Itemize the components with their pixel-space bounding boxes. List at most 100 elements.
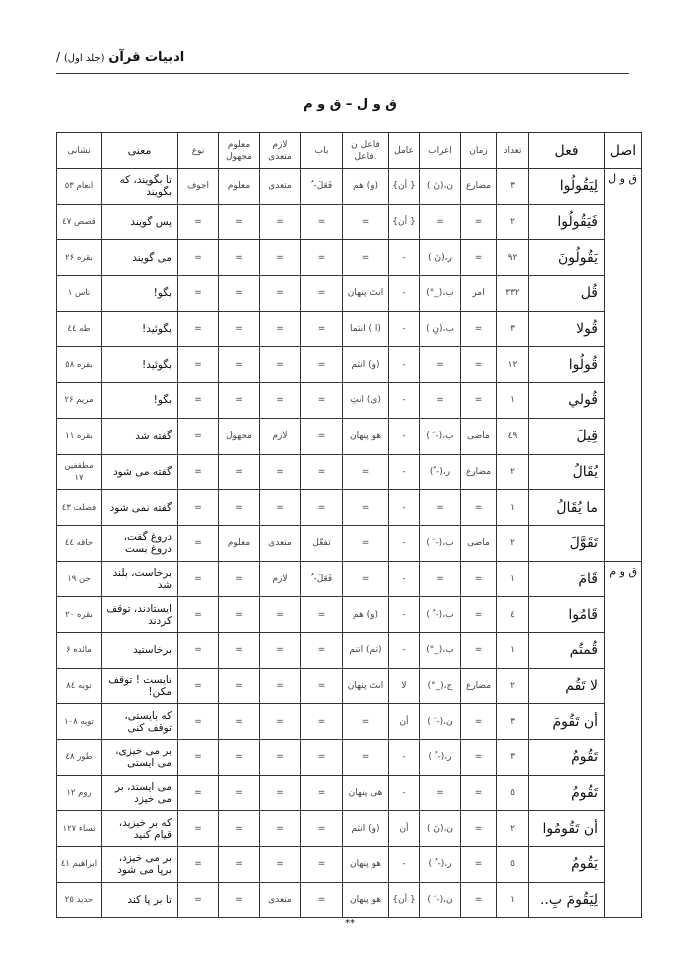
cell-reference: انعام ٥٣: [56, 168, 102, 205]
cell-reference: مطففین ١٧: [56, 453, 102, 491]
page-title: ق و ل – ق و م: [303, 97, 397, 112]
table-row: تَقُومُ ٥ = = - هی پنهان = = = = می ایستد، بر می خ…: [56, 774, 642, 812]
cell-tense: =: [460, 739, 497, 776]
cell-meaning: بگو!: [101, 382, 178, 419]
cell-erab: ن،(نَ ): [419, 168, 461, 205]
cell-naw: =: [177, 881, 219, 919]
cell-reference: طور ٤٨: [56, 739, 102, 776]
cell-reference: توبه ٨٤: [56, 667, 102, 705]
cell-tense: مضارع: [460, 168, 497, 205]
cell-amel: -: [388, 310, 420, 348]
cell-meaning: بگو!: [101, 275, 178, 312]
cell-fael: =: [342, 739, 389, 776]
cell-maloum: معلوم: [218, 168, 260, 205]
cell-count: ١: [496, 382, 529, 419]
cell-maloum: =: [218, 346, 260, 384]
cell-meaning: بر می خیزد، برپا می شود: [101, 846, 178, 883]
col-neshani: نشانی: [56, 132, 102, 169]
cell-naw: =: [177, 489, 219, 526]
cell-tense: =: [460, 382, 497, 419]
cell-fael: (ی) انتِ: [342, 382, 389, 419]
cell-lazem: لازم: [259, 560, 301, 598]
cell-erab: ج،(_°): [419, 667, 461, 705]
table-row: قُولي ١ = = - (ی) انتِ = = = = بگو! مریم ٢۶: [56, 382, 642, 419]
cell-tense: مضارع: [460, 453, 497, 491]
cell-verb: تَقَوَّلَ: [528, 524, 605, 562]
cell-bab: =: [300, 667, 343, 705]
cell-reference: طه ٤٤: [56, 310, 102, 348]
cell-amel: -: [388, 631, 420, 669]
cell-maloum: =: [218, 453, 260, 491]
cell-naw: =: [177, 667, 219, 705]
cell-naw: =: [177, 239, 219, 277]
cell-tense: =: [460, 203, 497, 241]
cell-fael: =: [342, 453, 389, 491]
col-fael: فاعل ن .فاعل: [342, 132, 389, 169]
cell-maloum: =: [218, 739, 260, 776]
cell-amel: { أن}: [388, 168, 420, 205]
cell-lazem: =: [259, 203, 301, 241]
cell-erab: ر،(نَ ): [419, 239, 461, 277]
cell-naw: =: [177, 453, 219, 491]
cell-bab: =: [300, 881, 343, 919]
cell-meaning: تا بر پا کند: [101, 881, 178, 919]
cell-naw: =: [177, 560, 219, 598]
cell-amel: أن: [388, 810, 420, 848]
cell-lazem: =: [259, 310, 301, 348]
cell-meaning: دروغ گفت، دروغ بست: [101, 524, 178, 562]
col-amel: عامل: [388, 132, 420, 169]
cell-amel: -: [388, 739, 420, 776]
cell-lazem: =: [259, 667, 301, 705]
cell-root: ق و م: [604, 560, 642, 919]
cell-erab: ب،(_°): [419, 275, 461, 312]
page-footer: **: [345, 918, 355, 929]
cell-verb: قِيلَ: [528, 417, 605, 455]
cell-erab: =: [419, 346, 461, 384]
cell-amel: -: [388, 346, 420, 384]
cell-verb: قُولي: [528, 382, 605, 419]
cell-lazem: =: [259, 346, 301, 384]
cell-erab: ب،(_°): [419, 631, 461, 669]
cell-fael: هو پنهان: [342, 846, 389, 883]
cell-count: ١: [496, 881, 529, 919]
table-row: يَقُولُونَ ٩٢ = ر،(نَ ) - = = = = = می گویند بقره ٢…: [56, 239, 642, 277]
table-row: قَامُوا ٤ = ب،(- ُ ) - (و) هم = = = = ایستادند، تو…: [56, 596, 642, 633]
cell-tense: =: [460, 596, 497, 633]
col-erab: اعراب: [419, 132, 461, 169]
table-row: لا تَقُم ٢ مضارع ج،(_°) لا انتَ پنهان = = = = نایس…: [56, 667, 642, 705]
cell-reference: بقره ٢۶: [56, 239, 102, 277]
table-row: أن تَقُومَ ٣ = ن،(- َ ) أن = = = = = که بایستی، تو…: [56, 703, 642, 740]
cell-lazem: =: [259, 596, 301, 633]
cell-tense: ماضی: [460, 524, 497, 562]
table-row: أن تَقُومُوا ٢ = ن،(نَ ) أن (و) انتم = = = = که بر…: [56, 810, 642, 848]
cell-count: ١٢: [496, 346, 529, 384]
table-row: قُل ٣٣٢ امر ب،(_°) - انتَ پنهان = = = = بگو! ناس ١: [56, 275, 642, 312]
cell-amel: -: [388, 774, 420, 812]
cell-erab: ب،(نِ ): [419, 310, 461, 348]
cell-count: ٤: [496, 596, 529, 633]
cell-verb: قُل: [528, 275, 605, 312]
cell-lazem: متعدی: [259, 524, 301, 562]
cell-reference: بقره ١١: [56, 417, 102, 455]
cell-meaning: گفته می شود: [101, 453, 178, 491]
cell-meaning: بگوئید!: [101, 346, 178, 384]
cell-meaning: گفته شد: [101, 417, 178, 455]
cell-tense: =: [460, 881, 497, 919]
cell-naw: =: [177, 846, 219, 883]
cell-meaning: بگوئید!: [101, 310, 178, 348]
cell-lazem: =: [259, 382, 301, 419]
cell-amel: -: [388, 596, 420, 633]
col-mana: معنی: [101, 132, 178, 169]
cell-naw: =: [177, 596, 219, 633]
cell-reference: حاقه ٤٤: [56, 524, 102, 562]
cell-count: ٢: [496, 524, 529, 562]
cell-bab: =: [300, 382, 343, 419]
running-header: ادبیات قرآن (جلد اول) /: [56, 50, 184, 65]
cell-lazem: =: [259, 774, 301, 812]
col-fel: فعل: [528, 132, 605, 169]
cell-lazem: متعدی: [259, 168, 301, 205]
cell-erab: =: [419, 382, 461, 419]
cell-verb: لِيَقُومَ بِ..: [528, 881, 605, 919]
cell-erab: ر،(- ُ ): [419, 846, 461, 883]
cell-tense: =: [460, 310, 497, 348]
